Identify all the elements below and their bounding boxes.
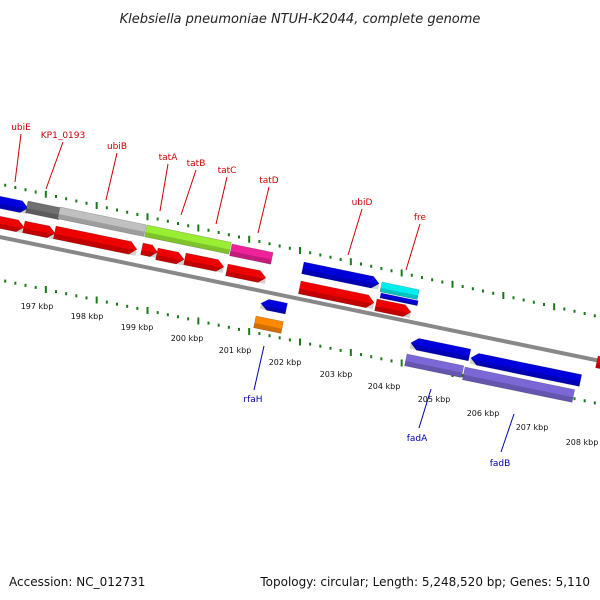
ruler-tick-label: 207 kbp (516, 423, 549, 432)
cds-block-blue (409, 338, 472, 362)
genome-backbone (0, 234, 600, 364)
ruler-tick-label: 197 kbp (21, 302, 54, 311)
label-leader-line (500, 413, 515, 453)
cds-block-blue (259, 299, 288, 315)
ruler-tick-label: 206 kbp (467, 409, 500, 418)
cds-arrow-red (0, 214, 25, 234)
gene-label-rfah: rfaH (243, 395, 262, 405)
label-leader-line (257, 186, 270, 234)
ruler-tick-label: 204 kbp (368, 382, 401, 391)
gene-label-tatc: tatC (218, 166, 237, 176)
ruler-tick-label: 205 kbp (418, 395, 451, 404)
gene-label-tatd: tatD (259, 176, 279, 186)
cds-arrow-red (155, 247, 185, 266)
label-leader-line (253, 345, 265, 391)
label-leader-line (405, 223, 421, 271)
gene-label-fre: fre (414, 213, 427, 223)
reverse-gene-labels: rfaH fadA fadB (243, 345, 515, 469)
label-leader-line (418, 388, 432, 429)
cds-block-magenta (229, 243, 274, 265)
gene-label-tatb: tatB (187, 159, 206, 169)
cds-block-grey-light (57, 206, 147, 237)
ruler-tick-label: 202 kbp (269, 358, 302, 367)
ruler-tick-label: 198 kbp (71, 312, 104, 321)
label-leader-line (180, 169, 197, 216)
label-leader-line (105, 152, 118, 201)
cds-block-green (144, 224, 232, 255)
upper-tick-track (4, 183, 596, 318)
ruler-tick-label: 201 kbp (219, 346, 252, 355)
cds-arrow-red (225, 263, 267, 284)
cds-arrow-red (22, 220, 56, 240)
gene-label-fadb: fadB (490, 459, 511, 469)
label-leader-line (215, 176, 228, 225)
cds-block-purple (404, 353, 465, 378)
label-leader-line (14, 133, 22, 183)
accession-text: Accession: NC_012731 (9, 575, 145, 589)
cds-strip-blue (379, 292, 419, 306)
gene-label-tata: tatA (159, 153, 179, 163)
gene-label-ubid: ubiD (352, 198, 373, 208)
cds-block-grey-dark (25, 200, 62, 220)
genome-summary-text: Topology: circular; Length: 5,248,520 bp… (259, 575, 590, 589)
ruler-labels: 197 kbp 198 kbp 199 kbp 200 kbp 201 kbp 202 k… (21, 302, 599, 447)
ruler-tick-label: 203 kbp (320, 370, 353, 379)
forward-gene-labels: ubiE KP1_0193 ubiB tatA tatB tatC tatD ubiD fre (11, 123, 427, 271)
cds-arrow-red (140, 242, 158, 258)
cds-block-cyan (379, 281, 420, 300)
cds-block-blue (301, 261, 380, 290)
gene-label-kp1_0193: KP1_0193 (41, 131, 85, 141)
cds-arrow-red (298, 280, 375, 310)
cds-block-purple (462, 366, 576, 403)
gene-label-fada: fadA (407, 434, 428, 444)
label-leader-line (45, 141, 64, 190)
feature-track (0, 194, 600, 403)
cds-block-blue (469, 353, 583, 387)
gene-label-ubib: ubiB (107, 142, 127, 152)
cds-arrow-red (53, 225, 138, 256)
cds-arrow-red (374, 298, 412, 319)
label-leader-line (159, 163, 169, 212)
cds-block-orange (253, 315, 284, 334)
page-title: Klebsiella pneumoniae NTUH-K2044, comple… (120, 12, 481, 27)
ruler-tick-label: 199 kbp (121, 323, 154, 332)
gene-label-ubie: ubiE (11, 123, 31, 133)
label-leader-line (347, 208, 363, 256)
cds-arrow-red (183, 252, 225, 273)
ruler-tick-label: 200 kbp (171, 334, 204, 343)
ruler-tick-label: 208 kbp (566, 438, 599, 447)
cds-block-blue (0, 194, 29, 215)
